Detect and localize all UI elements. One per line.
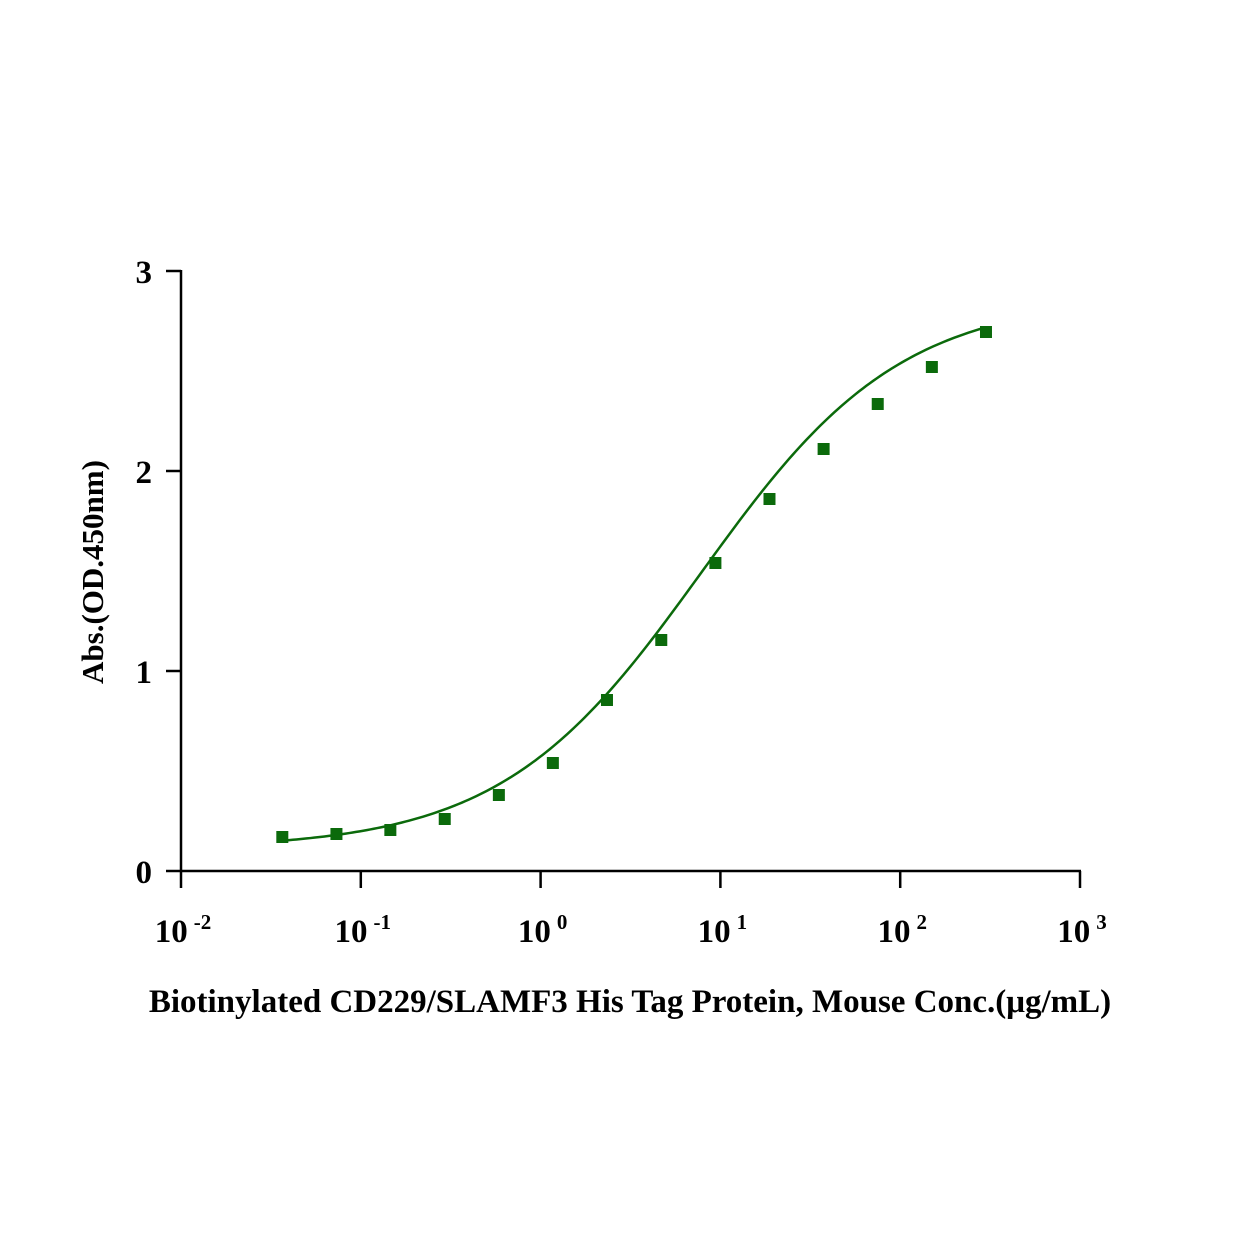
data-point xyxy=(655,634,668,646)
data-point xyxy=(330,828,343,840)
y-tick-label: 2 xyxy=(136,455,153,491)
y-ticks: 0 1 2 3 xyxy=(136,255,181,891)
x-ticks: 10 -2 10 -1 10 0 10 1 10 2 10 3 xyxy=(155,871,1107,950)
fit-curve xyxy=(282,326,987,842)
y-tick-label: 1 xyxy=(136,655,153,691)
x-tick-label: 10 1 xyxy=(698,910,748,950)
axes xyxy=(179,270,1081,873)
data-point xyxy=(979,326,992,338)
data-point xyxy=(709,557,722,569)
data-point xyxy=(871,398,884,410)
data-point xyxy=(276,831,289,843)
data-point xyxy=(817,443,830,455)
data-point xyxy=(546,757,559,769)
x-tick-label: 10 0 xyxy=(518,910,568,950)
data-point xyxy=(492,789,505,801)
data-point xyxy=(925,361,938,373)
x-tick-label: 10 3 xyxy=(1057,910,1107,950)
data-point xyxy=(384,824,397,836)
y-tick-label: 0 xyxy=(136,855,153,891)
y-tick-label: 3 xyxy=(136,255,153,291)
y-axis-label: Abs.(OD.450nm) xyxy=(75,460,110,684)
x-tick-label: 10 -1 xyxy=(335,910,392,950)
x-tick-label: 10 2 xyxy=(877,910,927,950)
data-point xyxy=(763,493,776,505)
data-point xyxy=(438,813,451,825)
data-point xyxy=(600,694,613,706)
x-axis-label: Biotinylated CD229/SLAMF3 His Tag Protei… xyxy=(149,984,1111,1020)
x-tick-label: 10 -2 xyxy=(155,910,212,950)
data-points xyxy=(276,326,992,843)
